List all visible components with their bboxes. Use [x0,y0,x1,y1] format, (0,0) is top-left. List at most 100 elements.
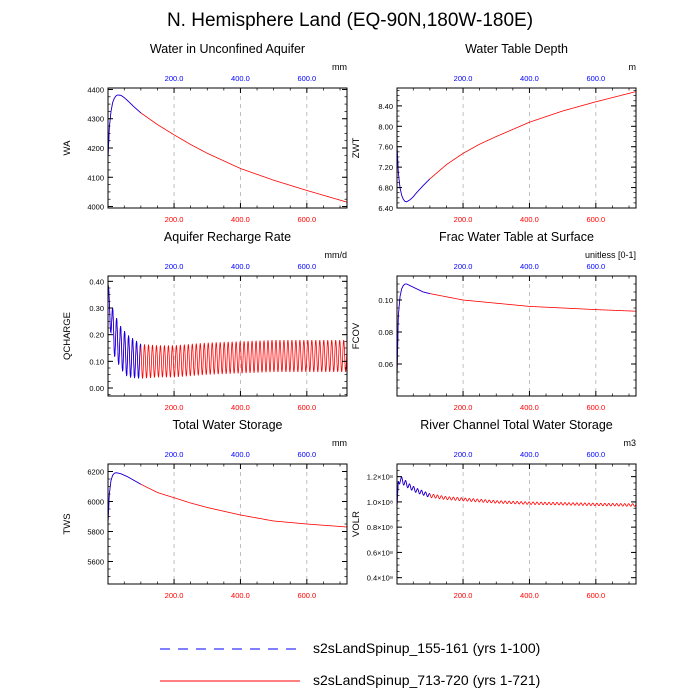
y-tick-label: 6.40 [378,204,393,213]
plot-frame [396,463,637,585]
x-tick-label-top: 400.0 [520,262,539,271]
y-tick-label: 8.40 [378,102,393,111]
x-tick-label-top: 400.0 [231,262,250,271]
page-title: N. Hemisphere Land (EQ-90N,180W-180E) [166,10,534,31]
chart-title: Total Water Storage [172,418,282,432]
x-tick-label-bottom: 600.0 [297,591,316,600]
x-tick-label-top: 600.0 [297,450,316,459]
y-tick-label: 5800 [87,528,104,537]
series-line-blue [108,283,142,379]
legend-label-red: s2sLandSpinup_713-720 (yrs 1-721) [313,672,541,688]
series-line-red [397,476,636,509]
plot-frame [396,87,637,209]
legend-lines [160,648,300,682]
y-axis-label: VOLR [351,511,362,537]
x-tick-label-top: 600.0 [586,262,605,271]
x-tick-label-top: 600.0 [297,262,316,271]
y-tick-label: 7.60 [378,143,393,152]
legend-label-blue: s2sLandSpinup_155-161 (yrs 1-100) [313,640,541,656]
y-tick-label: 0.40 [89,277,104,286]
x-tick-label-bottom: 400.0 [520,591,539,600]
x-tick-label-bottom: 400.0 [520,215,539,224]
series-group [108,94,347,203]
y-axis-label: WA [62,140,73,156]
y-axis-label: ZWT [351,138,362,159]
y-tick-label: 4100 [87,173,104,182]
series-line-red [108,94,347,203]
chart-panel-1: Water Table Depth m ZWT 6.40 6.80 7.20 7.60 8.0… [351,42,637,224]
y-tick-label: 1.0×10⁸ [367,498,393,507]
y-tick-label: 4000 [87,203,104,212]
chart-panel-3: Frac Water Table at Surface unitless [0-1… [351,230,637,412]
chart-units: mm/d [325,250,348,260]
y-tick-label: 0.10 [89,357,104,366]
x-tick-label-bottom: 600.0 [297,403,316,412]
y-tick-label: 1.2×10⁸ [367,473,393,482]
x-tick-label-top: 200.0 [165,74,184,83]
chart-title: River Channel Total Water Storage [420,418,613,432]
y-axis-label: TWS [62,513,73,534]
x-tick-label-bottom: 200.0 [165,591,184,600]
series-line-blue [397,283,430,381]
y-tick-label: 5600 [87,558,104,567]
series-group [397,283,636,381]
y-axis-label: FCOV [351,322,362,349]
y-tick-label: 8.00 [378,122,393,131]
y-tick-label: 0.30 [89,304,104,313]
x-tick-label-bottom: 200.0 [454,591,473,600]
x-tick-label-top: 400.0 [520,74,539,83]
chart-units: unitless [0-1] [585,250,636,260]
y-tick-label: 4400 [87,85,104,94]
chart-units: m3 [623,438,636,448]
plot-frame [396,275,637,397]
y-tick-label: 0.10 [378,296,393,305]
chart-units: mm [332,62,347,72]
x-tick-label-bottom: 400.0 [520,403,539,412]
x-tick-label-bottom: 200.0 [165,215,184,224]
x-tick-label-top: 400.0 [520,450,539,459]
x-tick-label-bottom: 600.0 [586,215,605,224]
chart-panel-0: Water in Unconfined Aquifer mm WA 4000 4100 4… [62,42,348,224]
chart-title: Frac Water Table at Surface [439,230,594,244]
chart-panel-5: River Channel Total Water Storage m3 VOLR 0… [351,418,637,600]
x-tick-label-bottom: 600.0 [297,215,316,224]
chart-title: Water Table Depth [465,42,568,56]
y-tick-label: 0.00 [89,384,104,393]
x-tick-label-top: 200.0 [454,262,473,271]
x-tick-label-top: 400.0 [231,74,250,83]
y-tick-label: 0.06 [378,360,393,369]
x-tick-label-bottom: 400.0 [231,215,250,224]
y-tick-label: 6000 [87,498,104,507]
series-group [108,283,347,379]
series-group [108,472,347,528]
x-tick-label-bottom: 400.0 [231,591,250,600]
chart-units: mm [332,438,347,448]
y-tick-label: 6.80 [378,184,393,193]
y-tick-label: 0.4×10⁸ [367,574,393,583]
y-axis-label: QCHARGE [62,312,73,360]
y-tick-label: 7.20 [378,163,393,172]
series-group [397,476,636,509]
series-line-red [397,283,636,381]
series-line-blue [397,476,431,509]
y-tick-label: 4200 [87,144,104,153]
chart-units: m [629,62,637,72]
plot-frame [107,87,348,209]
series-line-red [108,283,347,379]
y-tick-label: 4300 [87,115,104,124]
x-tick-label-top: 600.0 [297,74,316,83]
y-tick-label: 6200 [87,468,104,477]
x-tick-label-bottom: 200.0 [454,403,473,412]
plot-frame [107,275,348,397]
series-group [397,91,636,203]
x-tick-label-top: 200.0 [165,262,184,271]
series-line-red [108,472,347,528]
x-tick-label-bottom: 200.0 [165,403,184,412]
x-tick-label-top: 200.0 [165,450,184,459]
y-tick-label: 0.6×10⁸ [367,548,393,557]
x-tick-label-top: 600.0 [586,450,605,459]
chart-title: Aquifer Recharge Rate [164,230,291,244]
y-tick-label: 0.8×10⁸ [367,523,393,532]
x-tick-label-top: 200.0 [454,74,473,83]
